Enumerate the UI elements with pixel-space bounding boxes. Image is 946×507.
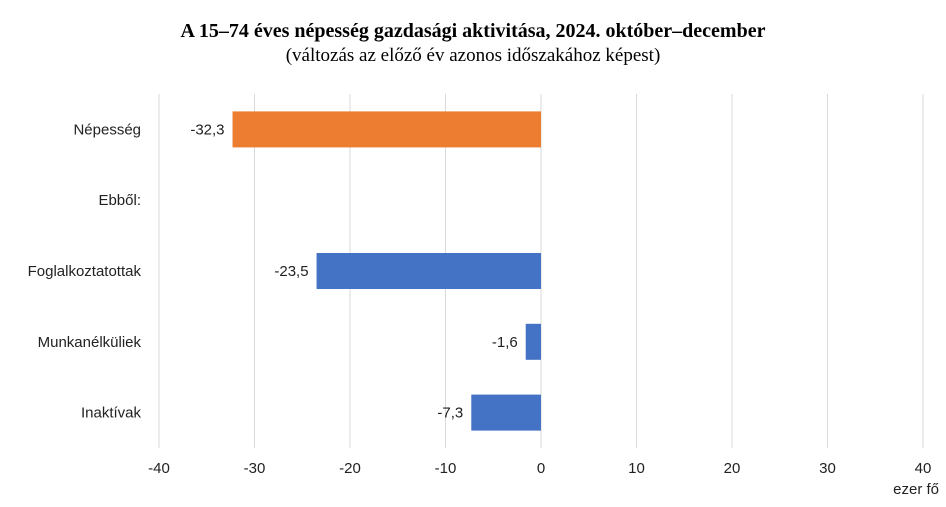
data-label: -7,3 [437,405,463,422]
category-label: Népesség [73,121,141,138]
data-label: -23,5 [274,263,308,280]
x-tick-label: -10 [435,460,457,477]
x-tick-label: 0 [537,460,545,477]
data-label: -32,3 [190,121,224,138]
chart-title-block: A 15–74 éves népesség gazdasági aktivitá… [0,18,946,68]
category-label: Foglalkoztatottak [28,263,142,280]
category-label: Ebből: [98,192,141,209]
bar [471,394,541,431]
category-label: Inaktívak [81,405,142,422]
bar [525,323,541,360]
chart-title: A 15–74 éves népesség gazdasági aktivitá… [180,20,766,42]
x-tick-label: 10 [628,460,645,477]
bar [316,253,541,289]
chart-subtitle: (változás az előző év azonos időszakához… [285,45,661,66]
x-axis-unit: ezer fő [893,481,939,498]
x-tick-label: -40 [148,460,170,477]
x-tick-label: -30 [244,460,266,477]
bar [232,111,541,148]
x-tick-label: -20 [339,460,361,477]
category-label: Munkanélküliek [38,334,142,351]
x-tick-label: 40 [915,460,932,477]
x-tick-label: 20 [724,460,741,477]
x-tick-label: 30 [819,460,836,477]
data-label: -1,6 [492,334,518,351]
